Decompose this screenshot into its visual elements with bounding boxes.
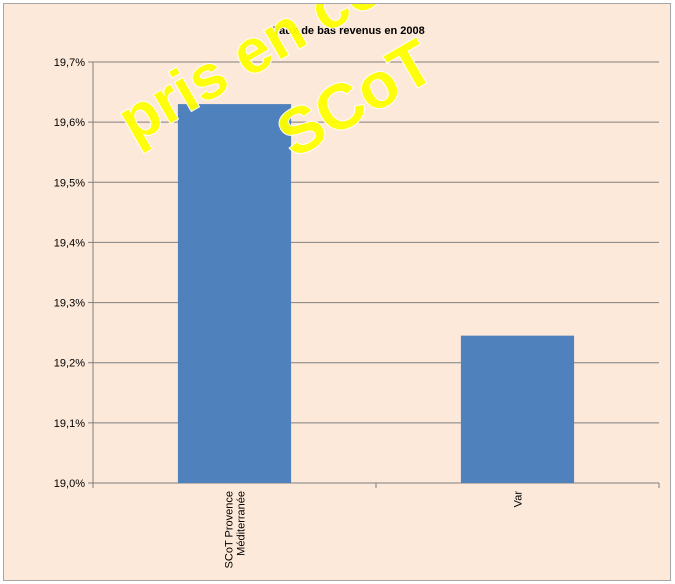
y-tick-label: 19,0% — [54, 478, 85, 490]
y-tick-label: 19,4% — [54, 237, 85, 249]
x-tick-label-text: SCoT ProvenceMéditerranée — [224, 491, 248, 568]
bar-chart: 19,0% 19,1% 19,2% 19,3% 19,4% 19,5% 19,6% 19,7%… — [54, 4, 660, 568]
x-tick-label: Var — [513, 491, 525, 508]
y-tick-label: 19,7% — [54, 57, 85, 69]
y-tick-label: 19,5% — [54, 177, 85, 189]
x-tick-label: SCoT ProvenceMéditerranée — [224, 491, 248, 568]
y-tick-label: 19,6% — [54, 117, 85, 129]
y-tick-label: 19,1% — [54, 418, 85, 430]
bar — [460, 335, 575, 483]
chart-title: Taux de bas revenus en 2008 — [273, 25, 424, 37]
y-tick-label: 19,3% — [54, 298, 85, 310]
y-tick-label: 19,2% — [54, 358, 85, 370]
bar — [177, 104, 292, 483]
chart-area: 19,0% 19,1% 19,2% 19,3% 19,4% 19,5% 19,6% 19,7%… — [3, 3, 671, 581]
x-tick-label-text: Var — [513, 491, 525, 508]
